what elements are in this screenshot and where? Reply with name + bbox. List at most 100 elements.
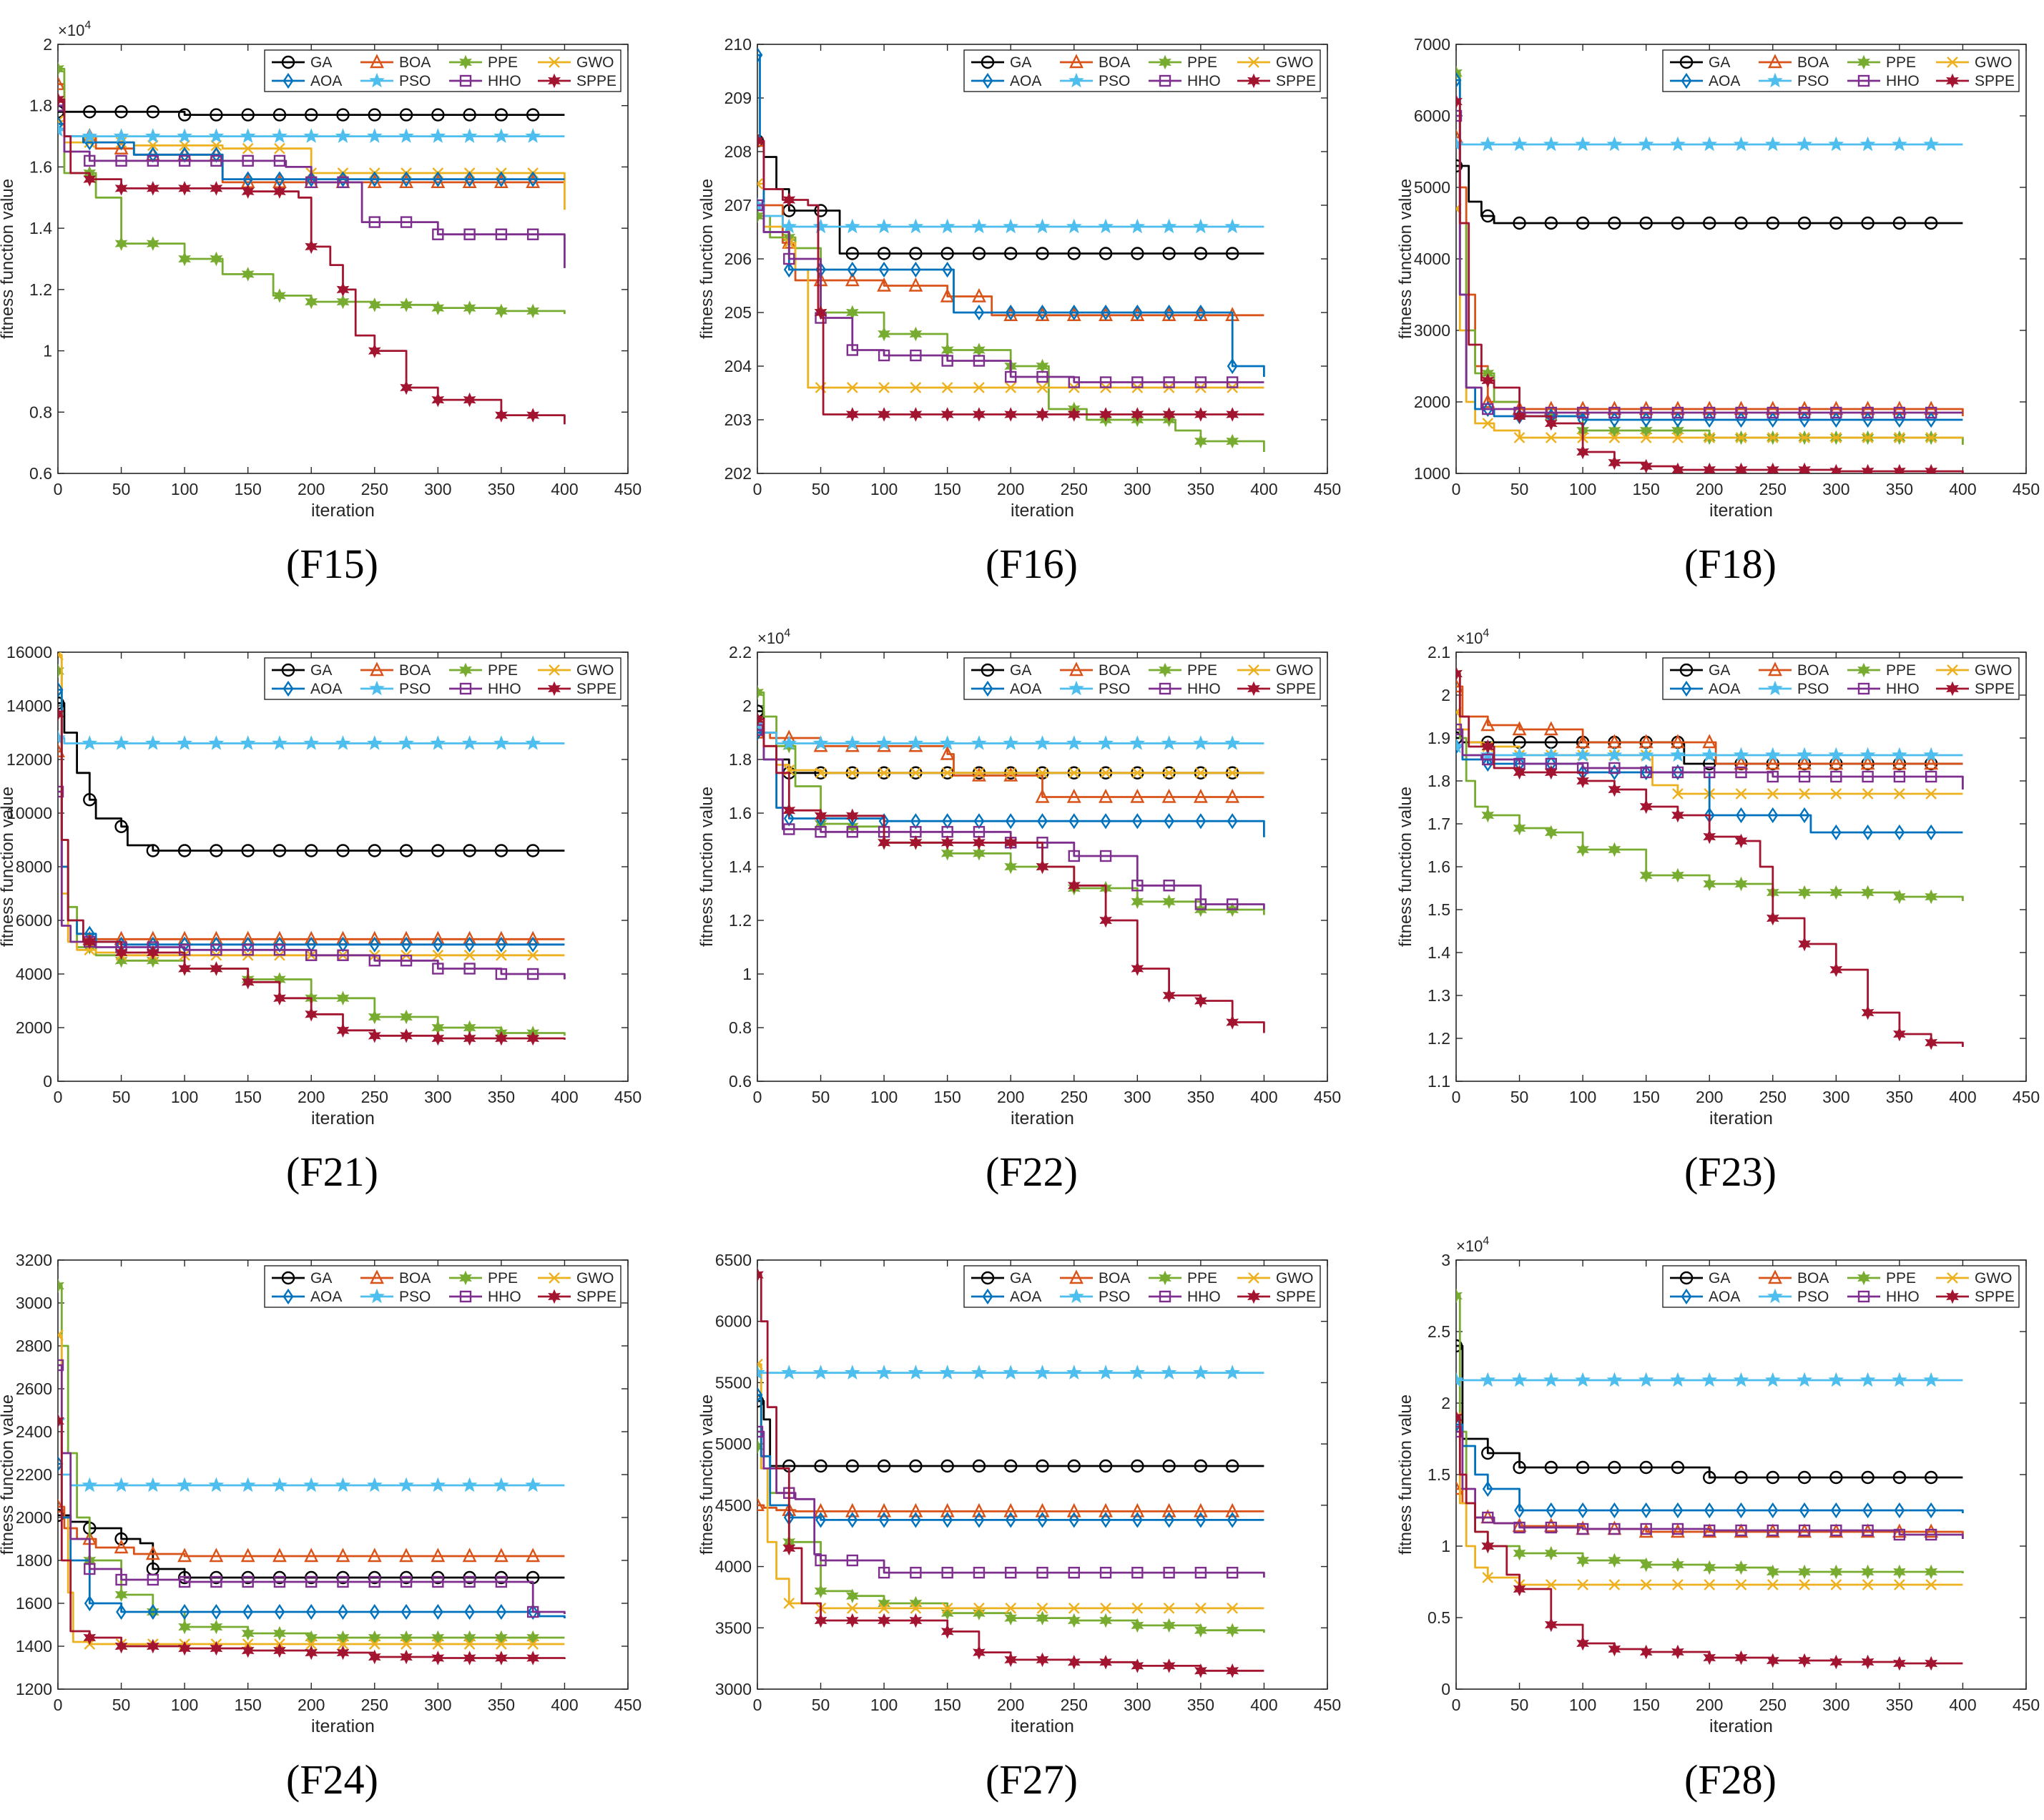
data-point-boa <box>1066 788 1081 803</box>
data-point-ppe <box>1671 867 1684 883</box>
data-point-ppe <box>973 846 986 861</box>
data-point-sppe <box>463 392 476 408</box>
axis-exponent: ×104 <box>1456 627 1489 647</box>
data-point-sppe <box>1925 1656 1938 1671</box>
data-point-ga <box>814 1459 827 1473</box>
data-point-hho <box>846 1554 859 1567</box>
data-point-ga <box>1162 247 1176 260</box>
data-point-pso <box>1797 1372 1812 1387</box>
legend-label-boa: BOA <box>1797 54 1829 71</box>
y-tick-label: 5000 <box>1414 178 1450 197</box>
data-point-sppe <box>845 808 859 824</box>
legend: GA BOA PPE GWO AOA PSO HHO SPPE <box>1662 1265 2020 1308</box>
data-point-sppe <box>1798 1653 1811 1668</box>
legend-marker-pso <box>369 680 385 696</box>
data-point-ga <box>83 793 97 807</box>
data-point-sppe <box>1099 913 1112 928</box>
legend-marker-boa <box>1768 54 1782 69</box>
legend-marker-boa <box>1069 661 1084 677</box>
legend-marker-hho <box>1857 74 1870 87</box>
data-point-sppe <box>1513 408 1526 424</box>
series-markers-hho <box>58 1359 539 1618</box>
legend-label-sppe: SPPE <box>1975 681 2015 697</box>
legend-marker-aoa <box>282 1288 294 1305</box>
series-markers-pso <box>1456 136 1940 152</box>
legend-label-ga: GA <box>1709 54 1730 71</box>
data-point-sppe <box>1456 1410 1463 1425</box>
data-point-ppe <box>1226 1623 1239 1638</box>
data-point-ga <box>114 105 128 119</box>
data-point-hho <box>1005 370 1017 383</box>
data-point-sppe <box>58 707 64 722</box>
legend-marker-sppe <box>1247 681 1260 697</box>
data-point-boa <box>1924 755 1939 770</box>
data-point-aoa <box>1577 1502 1588 1519</box>
series-line-ga <box>1456 164 1963 225</box>
data-point-aoa <box>910 1512 921 1528</box>
data-point-hho <box>1671 406 1684 419</box>
data-point-sppe <box>973 407 986 422</box>
data-point-ga <box>210 844 223 857</box>
data-point-sppe <box>526 408 540 423</box>
data-point-hho <box>783 252 795 265</box>
data-point-gwo <box>815 767 827 779</box>
x-tick-label: 200 <box>997 480 1024 498</box>
data-point-ppe <box>1513 820 1526 836</box>
data-point-hho <box>400 1575 413 1588</box>
data-point-ppe <box>1734 876 1748 892</box>
legend-label-gwo: GWO <box>1276 54 1314 71</box>
data-point-hho <box>1735 406 1747 419</box>
data-point-pso <box>82 735 98 750</box>
data-point-sppe <box>1671 807 1684 823</box>
data-point-ppe <box>368 1009 381 1025</box>
chart-panel-5: 0 50 100 150 200 250 300 350 400 450 1.1 1.2 1.3 1.4 1… <box>1398 627 2040 1195</box>
data-point-ga <box>336 108 350 122</box>
panel-caption: (F15) <box>286 541 378 587</box>
plot-area <box>1455 1259 2027 1690</box>
y-tick-label: 5500 <box>715 1373 752 1392</box>
data-point-aoa <box>1037 813 1048 830</box>
data-point-aoa <box>1195 304 1207 321</box>
chart-panel-3: 0 50 100 150 200 250 300 350 400 450 0 2000 4000 6000… <box>0 643 642 1195</box>
y-tick-label: 2000 <box>16 1018 52 1037</box>
data-point-pso <box>1034 735 1051 750</box>
data-point-sppe <box>1544 764 1558 780</box>
series-line-sppe <box>1456 100 1964 473</box>
x-axis-label: iteration <box>311 501 375 521</box>
data-point-boa <box>114 140 129 154</box>
data-point-gwo <box>783 1598 795 1609</box>
y-tick-label: 1.6 <box>1428 857 1450 876</box>
legend-label-gwo: GWO <box>1276 1270 1314 1287</box>
legend: GA BOA PPE GWO AOA PSO HHO SPPE <box>963 657 1321 700</box>
data-point-hho <box>1798 406 1811 419</box>
data-point-boa <box>462 1548 477 1563</box>
data-point-sppe <box>114 945 128 960</box>
legend-label-gwo: GWO <box>576 662 614 679</box>
data-point-gwo <box>846 767 858 779</box>
data-point-ppe <box>1004 1610 1018 1625</box>
x-tick-label: 250 <box>1061 1696 1088 1714</box>
x-tick-label: 0 <box>54 480 63 498</box>
legend-marker-ga <box>281 1271 295 1285</box>
legend-marker-ga <box>1679 663 1694 677</box>
data-point-aoa <box>815 1512 826 1528</box>
y-tick-label: 2000 <box>16 1508 52 1527</box>
data-point-hho <box>1226 1566 1239 1579</box>
data-point-aoa <box>242 1603 254 1620</box>
legend-label-hho: HHO <box>1187 73 1221 89</box>
data-point-pso <box>430 1477 446 1492</box>
data-point-hho <box>463 1575 476 1588</box>
data-point-hho <box>878 349 890 362</box>
x-tick-label: 100 <box>1569 480 1596 498</box>
data-point-pso <box>430 128 446 143</box>
data-point-boa <box>114 1539 129 1554</box>
series-markers-aoa <box>1456 1416 1937 1519</box>
data-point-ga <box>1513 216 1526 230</box>
data-point-pso <box>1456 738 1464 754</box>
data-point-gwo <box>147 139 159 152</box>
data-point-gwo <box>1830 788 1842 800</box>
data-point-aoa <box>1799 1502 1810 1519</box>
data-point-gwo <box>401 1638 412 1650</box>
data-point-sppe <box>178 181 191 196</box>
legend-label-ga: GA <box>310 662 332 679</box>
